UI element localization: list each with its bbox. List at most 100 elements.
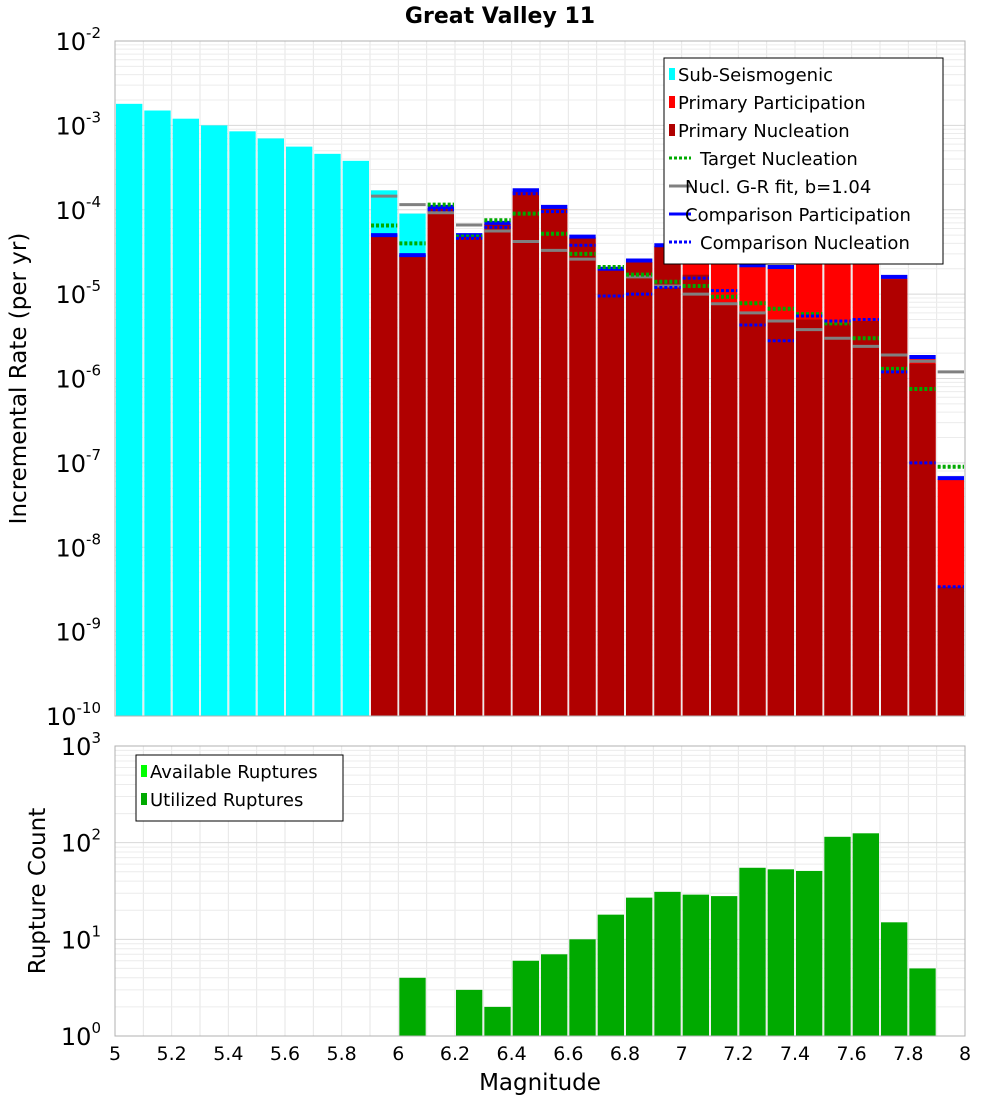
primary-nucleation-bar xyxy=(909,363,936,716)
legend-label: Primary Participation xyxy=(678,93,866,114)
sub-seismogenic-bar xyxy=(314,153,341,716)
rate-chart: 10-10 10-9 10-8 10-7 10-6 10-5 10-4 10-3 10-2 Gre… xyxy=(6,4,966,731)
utilized-ruptures-bar xyxy=(824,836,851,1036)
utilized-ruptures-bar xyxy=(484,1006,511,1036)
x-tick-label: 7.6 xyxy=(837,1043,867,1065)
primary-nucleation-bar xyxy=(456,235,483,716)
x-tick-label: 5.4 xyxy=(213,1043,243,1065)
primary-nucleation-bar xyxy=(512,191,539,717)
y-tick-label: 100 xyxy=(61,1019,101,1051)
primary-nucleation-bar xyxy=(399,255,426,716)
legend-label: Utilized Ruptures xyxy=(150,790,303,811)
sub-seismogenic-bar xyxy=(286,146,313,716)
y-tick-label: 10-10 xyxy=(46,699,101,731)
y-axis-label: Incremental Rate (per yr) xyxy=(6,233,32,525)
y-tick-label: 10-3 xyxy=(55,108,101,140)
utilized-ruptures-bar xyxy=(852,833,879,1036)
x-tick-label: 6 xyxy=(392,1043,404,1065)
utilized-ruptures-bar xyxy=(739,867,766,1036)
y-tick-label: 10-2 xyxy=(55,24,101,56)
x-tick-label: 5.6 xyxy=(270,1043,300,1065)
utilized-ruptures-bar xyxy=(909,968,936,1036)
legend-label: Target Nucleation xyxy=(699,149,858,170)
legend-swatch xyxy=(669,68,675,80)
x-tick-label: 5 xyxy=(109,1043,121,1065)
utilized-ruptures-bar xyxy=(512,960,539,1036)
legend-swatch xyxy=(141,765,147,777)
utilized-ruptures-bar xyxy=(399,977,426,1036)
primary-nucleation-bar xyxy=(852,321,879,716)
legend-label: Nucl. G-R fit, b=1.04 xyxy=(685,177,871,198)
x-tick-label: 5.8 xyxy=(327,1043,357,1065)
y-tick-label: 103 xyxy=(61,729,101,761)
sub-seismogenic-bar xyxy=(201,125,228,716)
y-tick-label: 10-8 xyxy=(55,530,101,562)
x-tick-label: 6.8 xyxy=(610,1043,640,1065)
utilized-ruptures-bar xyxy=(881,922,908,1036)
utilized-ruptures-bar xyxy=(626,897,653,1036)
rupture-legend xyxy=(135,754,344,822)
y-tick-label: 102 xyxy=(61,826,101,858)
legend-label: Sub-Seismogenic xyxy=(678,65,833,86)
x-tick-label: 6.6 xyxy=(553,1043,583,1065)
sub-seismogenic-bar xyxy=(116,103,143,717)
y-axis-label: Rupture Count xyxy=(25,808,51,974)
utilized-ruptures-bar xyxy=(541,954,568,1036)
rate-legend xyxy=(663,57,944,265)
utilized-ruptures-bar xyxy=(654,891,681,1036)
primary-nucleation-bar xyxy=(767,321,794,716)
x-tick-label: 8 xyxy=(959,1043,971,1065)
rupture-count-chart: 100 101 102 103 5 5.2 5.4 5.6 5.8 6 6.2 6.4 6.6 6.8 7 7… xyxy=(25,729,971,1096)
x-tick-label: 6.4 xyxy=(497,1043,527,1065)
x-tick-label: 7.2 xyxy=(723,1043,753,1065)
primary-nucleation-bar xyxy=(371,235,398,716)
sub-seismogenic-bar xyxy=(144,110,171,716)
sub-seismogenic-bar xyxy=(172,118,199,716)
x-tick-label: 7.8 xyxy=(893,1043,923,1065)
utilized-ruptures-bar xyxy=(569,939,596,1036)
primary-nucleation-bar xyxy=(682,274,709,716)
utilized-ruptures-bar xyxy=(456,989,483,1036)
y-tick-label: 10-7 xyxy=(55,446,101,478)
x-tick-label: 5.2 xyxy=(157,1043,187,1065)
utilized-ruptures-bar xyxy=(767,869,794,1036)
legend-swatch xyxy=(669,124,675,136)
plot-frame xyxy=(114,745,966,1037)
legend-swatch xyxy=(141,793,147,805)
primary-nucleation-bar xyxy=(937,586,964,716)
primary-nucleation-bar xyxy=(597,268,624,716)
primary-nucleation-bar xyxy=(427,207,454,716)
sub-seismogenic-bar xyxy=(229,131,256,717)
sub-seismogenic-bar xyxy=(342,160,369,717)
utilized-ruptures-bar xyxy=(796,870,823,1036)
chart-title: Great Valley 11 xyxy=(405,4,595,29)
y-tick-label: 101 xyxy=(61,922,101,954)
primary-nucleation-bar xyxy=(541,207,568,716)
utilized-ruptures-bar xyxy=(711,896,738,1036)
legend-label: Comparison Participation xyxy=(685,205,911,226)
plot-frame xyxy=(114,40,966,717)
primary-nucleation-bar xyxy=(824,323,851,716)
x-tick-label: 7 xyxy=(676,1043,688,1065)
primary-nucleation-bar xyxy=(796,319,823,716)
primary-nucleation-bar xyxy=(654,246,681,716)
primary-nucleation-bar xyxy=(739,312,766,716)
x-axis-label: Magnitude xyxy=(479,1070,601,1096)
legend-label: Primary Nucleation xyxy=(678,121,850,142)
primary-nucleation-bar xyxy=(711,302,738,716)
utilized-ruptures-bar xyxy=(682,894,709,1036)
sub-seismogenic-bar xyxy=(257,138,284,717)
primary-nucleation-bar xyxy=(881,279,908,716)
y-tick-label: 10-5 xyxy=(55,277,101,309)
primary-nucleation-bar xyxy=(484,223,511,716)
utilized-ruptures-bar xyxy=(597,914,624,1036)
x-tick-label: 7.4 xyxy=(780,1043,810,1065)
primary-nucleation-bar xyxy=(626,262,653,716)
y-tick-label: 10-6 xyxy=(55,362,101,394)
legend-swatch xyxy=(669,96,675,108)
primary-nucleation-bar xyxy=(569,237,596,716)
legend-label: Available Ruptures xyxy=(150,762,318,783)
legend-label: Comparison Nucleation xyxy=(700,233,910,254)
